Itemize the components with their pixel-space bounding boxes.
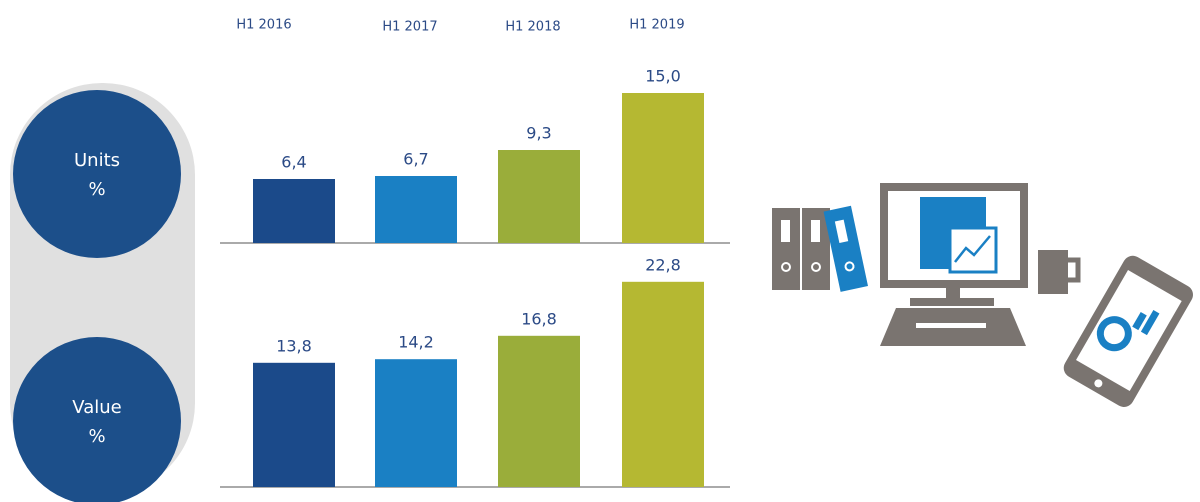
circle-subtitle: % bbox=[88, 179, 105, 200]
bar bbox=[498, 150, 580, 243]
binders-icon bbox=[772, 205, 868, 292]
data-label: 22,8 bbox=[645, 255, 681, 274]
bar bbox=[253, 362, 335, 487]
bar bbox=[622, 281, 704, 487]
data-label: 15,0 bbox=[645, 67, 681, 86]
data-label: 14,2 bbox=[398, 333, 434, 352]
circle-title: Units bbox=[74, 150, 120, 171]
circle-title: Value bbox=[72, 397, 121, 418]
tablet-icon bbox=[1063, 255, 1193, 407]
data-label: 6,4 bbox=[281, 153, 306, 172]
bar bbox=[253, 179, 335, 243]
computer-icon bbox=[880, 183, 1081, 346]
units-circle bbox=[13, 90, 181, 258]
data-label: 6,7 bbox=[403, 150, 428, 169]
bar bbox=[498, 335, 580, 487]
category-label: H1 2016 bbox=[236, 18, 291, 33]
value-circle bbox=[13, 337, 181, 502]
category-label: H1 2017 bbox=[382, 20, 437, 35]
bar bbox=[375, 176, 457, 243]
data-label: 9,3 bbox=[526, 124, 551, 143]
bar bbox=[622, 93, 704, 243]
bar bbox=[375, 359, 457, 487]
data-label: 13,8 bbox=[276, 336, 312, 355]
category-label: H1 2018 bbox=[505, 20, 560, 35]
data-label: 16,8 bbox=[521, 309, 557, 328]
circle-subtitle: % bbox=[88, 426, 105, 447]
category-label: H1 2019 bbox=[629, 18, 684, 33]
